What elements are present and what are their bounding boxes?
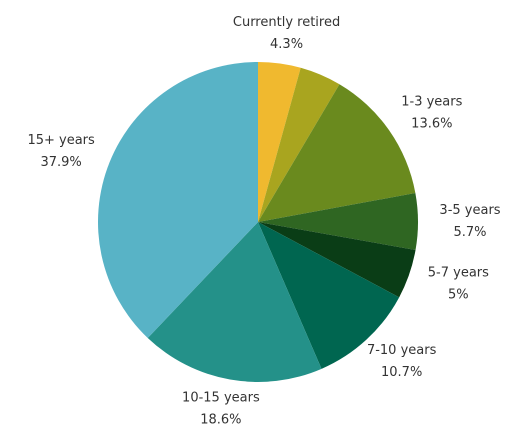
pie-slice [98, 62, 258, 338]
slice-value-label: 5.7% [453, 225, 486, 240]
slice-value-label: 10.7% [381, 365, 422, 380]
slice-label: 10-15 years [182, 391, 260, 406]
slice-label: 15+ years [27, 133, 95, 148]
pie-slice [258, 222, 400, 369]
pie-slice [258, 84, 416, 222]
pie-slice [258, 193, 418, 251]
slice-label: 7-10 years [367, 343, 437, 358]
slice-label: Currently retired [233, 15, 340, 30]
slice-label: 3-5 years [439, 203, 500, 218]
slice-label: 1-3 years [401, 95, 462, 110]
slice-value-label: 13.6% [411, 117, 452, 132]
slice-value-label: 5% [448, 288, 469, 303]
pie-slice [147, 222, 322, 383]
slice-value-label: 37.9% [40, 155, 81, 170]
pie-slice [258, 67, 340, 222]
slice-value-label: 18.6% [200, 413, 241, 428]
pie-slice [258, 222, 416, 298]
pie-slice [258, 62, 301, 222]
slice-label: 5-7 years [428, 266, 489, 281]
slice-value-label: 4.3% [270, 37, 303, 52]
